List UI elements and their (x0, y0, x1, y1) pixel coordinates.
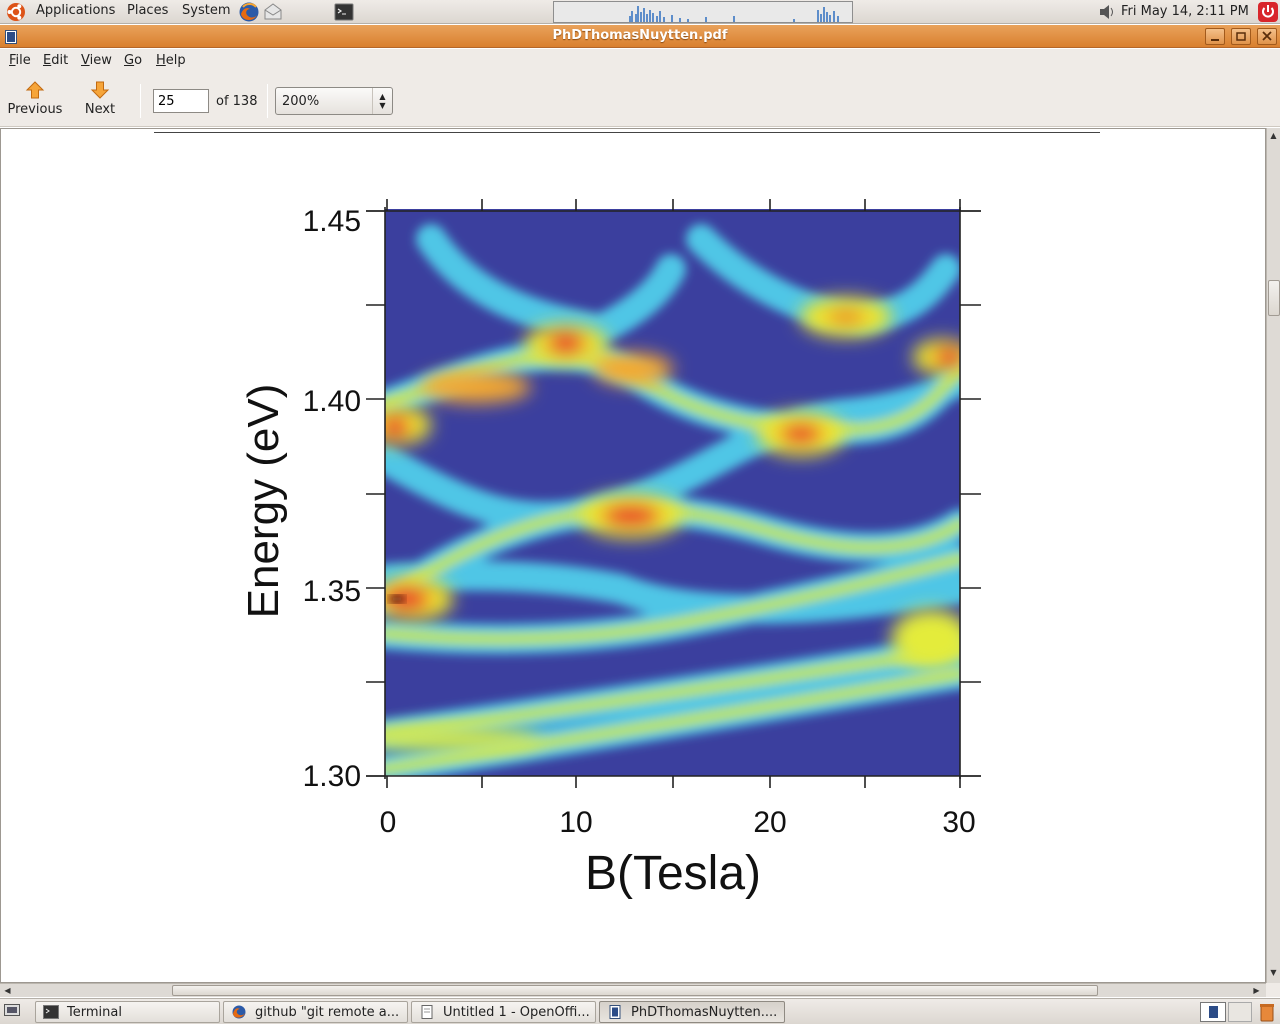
heatmap (385, 209, 960, 776)
scroll-down-arrow-icon[interactable]: ▼ (1270, 968, 1277, 977)
bottom-panel: Terminal github "git remote a... Untitle… (0, 998, 1280, 1024)
show-desktop-icon[interactable] (4, 1004, 20, 1018)
y-axis-ticks (366, 210, 981, 777)
next-label: Next (84, 102, 116, 117)
toolbar-separator (267, 84, 268, 118)
menu-view[interactable]: View (81, 53, 112, 68)
menubar: File Edit View Go Help (0, 49, 1280, 74)
y-tick-label-1-35: 1.35 (303, 575, 361, 608)
vertical-scrollbar[interactable]: ▲ ▼ (1266, 128, 1280, 983)
previous-page-button[interactable]: Previous (3, 80, 67, 124)
close-icon (1262, 31, 1272, 41)
document-icon (421, 1005, 433, 1019)
menu-file[interactable]: File (9, 53, 31, 68)
pdf-document-icon[interactable] (5, 30, 17, 44)
vertical-scroll-thumb[interactable] (1268, 280, 1280, 316)
scroll-right-arrow-icon[interactable]: ▶ (1253, 986, 1260, 995)
menu-help[interactable]: Help (156, 53, 186, 68)
spinner-arrows-icon: ▲ ▼ (372, 88, 392, 114)
volume-icon[interactable] (1099, 4, 1117, 20)
window-titlebar[interactable]: PhDThomasNuytten.pdf (0, 25, 1280, 48)
previous-label: Previous (7, 102, 63, 117)
pdf-icon (609, 1005, 621, 1019)
figure-energy-vs-field: 1.45 1.40 1.35 1.30 0 10 20 30 B(Tesla) … (239, 199, 981, 900)
y-tick-label-1-40: 1.40 (303, 385, 361, 418)
applications-menu[interactable]: Applications (36, 3, 116, 18)
page-number-input[interactable] (153, 89, 209, 113)
workspace-switcher[interactable] (1200, 1002, 1226, 1022)
system-monitor-graph[interactable] (553, 1, 853, 23)
horizontal-scroll-thumb[interactable] (172, 985, 1098, 996)
terminal-icon[interactable] (333, 1, 355, 23)
task-terminal[interactable]: Terminal (35, 1001, 220, 1023)
power-icon[interactable] (1257, 1, 1279, 23)
x-axis-label: B(Tesla) (585, 847, 761, 900)
page-count-label: of 138 (216, 94, 258, 109)
scroll-up-arrow-icon[interactable]: ▲ (1270, 131, 1277, 140)
task-firefox[interactable]: github "git remote a... (223, 1001, 408, 1023)
ubuntu-logo-icon[interactable] (5, 1, 27, 23)
x-tick-label-20: 20 (753, 806, 786, 839)
task-label: PhDThomasNuytten.... (631, 1005, 778, 1020)
scroll-left-arrow-icon[interactable]: ◀ (4, 986, 11, 995)
arrow-up-icon (25, 81, 45, 99)
plot-axes (366, 207, 981, 779)
scrollbar-corner (1266, 983, 1280, 997)
top-panel: Applications Places System Fri May 14, 2… (0, 0, 1280, 24)
arrow-down-icon (90, 81, 110, 99)
task-label: github "git remote a... (255, 1005, 400, 1020)
x-tick-label-30: 30 (942, 806, 975, 839)
window-title: PhDThomasNuytten.pdf (552, 28, 728, 43)
firefox-icon[interactable] (238, 1, 260, 23)
toolbar: Previous Next (0, 74, 1280, 127)
task-openoffice[interactable]: Untitled 1 - OpenOffi... (411, 1001, 596, 1023)
menu-go[interactable]: Go (124, 53, 143, 68)
x-axis-ticks (386, 199, 961, 788)
y-tick-label-1-30: 1.30 (303, 760, 361, 793)
page-rule-line (154, 132, 1100, 133)
task-pdf-viewer[interactable]: PhDThomasNuytten.... (599, 1001, 785, 1023)
x-tick-label-10: 10 (559, 806, 592, 839)
horizontal-scrollbar[interactable]: ◀ ▶ (0, 983, 1266, 997)
next-page-button[interactable]: Next (68, 80, 132, 124)
x-tick-label-0: 0 (380, 806, 397, 839)
zoom-value: 200% (282, 94, 320, 109)
clock[interactable]: Fri May 14, 2:11 PM (1121, 4, 1249, 19)
minimize-button[interactable] (1205, 28, 1225, 45)
firefox-icon (232, 1005, 246, 1019)
task-label: Untitled 1 - OpenOffi... (443, 1005, 590, 1020)
mail-icon[interactable] (262, 1, 284, 23)
y-tick-label-1-45: 1.45 (303, 205, 361, 238)
zoom-select[interactable]: 200% ▲ ▼ (275, 87, 393, 115)
y-axis-label: Energy (eV) (239, 384, 288, 619)
close-button[interactable] (1257, 28, 1277, 45)
minimize-icon (1211, 39, 1219, 41)
maximize-icon (1236, 32, 1246, 41)
system-menu[interactable]: System (182, 3, 231, 18)
task-label: Terminal (67, 1005, 122, 1020)
trash-icon[interactable] (1257, 1001, 1277, 1023)
maximize-button[interactable] (1231, 28, 1251, 45)
document-view[interactable]: 1.45 1.40 1.35 1.30 0 10 20 30 B(Tesla) … (0, 128, 1266, 983)
menu-edit[interactable]: Edit (43, 53, 69, 68)
workspace-switcher-secondary[interactable] (1228, 1002, 1252, 1022)
places-menu[interactable]: Places (127, 3, 169, 18)
toolbar-separator (140, 84, 141, 118)
terminal-icon (43, 1005, 59, 1019)
